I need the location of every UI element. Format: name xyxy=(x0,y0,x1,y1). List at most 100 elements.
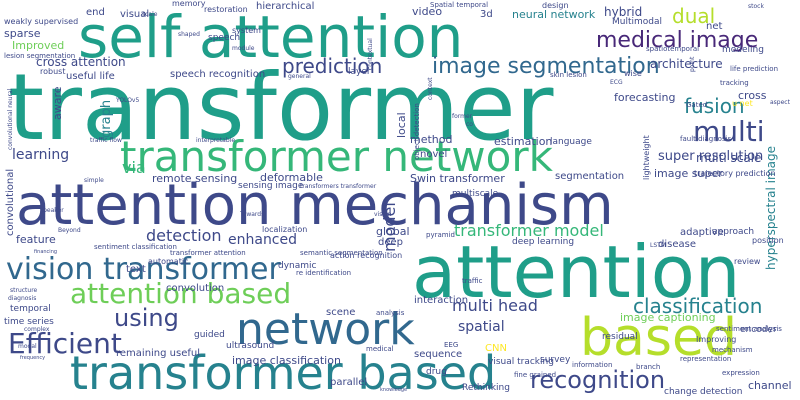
word: CNN xyxy=(485,343,507,354)
word: graph xyxy=(99,99,114,138)
word: speech xyxy=(208,33,241,43)
word: approach xyxy=(712,227,755,237)
word: convolution xyxy=(166,283,225,294)
word: ultrasound xyxy=(226,341,275,351)
word: attention xyxy=(412,230,741,314)
word: localization xyxy=(262,225,308,234)
word: recognition xyxy=(530,366,666,394)
word: neural network xyxy=(512,8,596,21)
word: image super xyxy=(654,167,723,180)
word: visual tracking xyxy=(488,357,554,367)
word: deep xyxy=(378,237,403,248)
word: temporal xyxy=(10,304,51,314)
word: transformer attention xyxy=(170,249,246,257)
word: stock xyxy=(748,3,764,10)
word: multi head xyxy=(452,296,538,315)
word: general xyxy=(288,73,311,80)
word: modal xyxy=(18,343,37,350)
word: channel xyxy=(748,379,792,392)
word: diagnosis xyxy=(8,295,37,302)
word: module xyxy=(232,45,255,52)
word: knowledge xyxy=(380,387,408,393)
word: spatiotemporal xyxy=(646,45,700,53)
word: complex xyxy=(24,326,50,333)
word: deep learning xyxy=(512,237,575,247)
word: attention based xyxy=(70,277,292,310)
word: fusion xyxy=(684,94,745,118)
word: branch xyxy=(636,363,661,371)
word: multi scale xyxy=(696,151,762,165)
word: multiscale xyxy=(452,189,499,199)
word: text xyxy=(126,264,146,275)
word: deformable xyxy=(260,171,323,184)
word: sentiment classification xyxy=(94,243,177,251)
word: semantic segmentation xyxy=(300,249,383,257)
word: vision xyxy=(374,211,392,218)
word: Towards xyxy=(240,211,265,218)
word: visual xyxy=(120,9,150,20)
word: weakly supervised xyxy=(4,17,79,26)
word: sequence xyxy=(414,349,463,360)
word: net xyxy=(706,21,723,32)
word: encoder xyxy=(740,325,777,335)
word: representation xyxy=(680,355,732,363)
word: classification xyxy=(633,294,763,318)
word: restoration xyxy=(204,5,248,14)
word: wise xyxy=(624,69,642,78)
word: layer xyxy=(348,67,371,77)
word: learning xyxy=(12,147,70,163)
word: end xyxy=(86,7,105,18)
word: traffic xyxy=(462,277,483,285)
word: re identification xyxy=(296,269,352,277)
word: sparse xyxy=(4,27,41,40)
word: hyperspectral image xyxy=(764,145,778,270)
word: position xyxy=(752,236,784,245)
word: LSTM xyxy=(650,242,666,249)
word: lightweight xyxy=(642,135,651,180)
word: design xyxy=(542,1,569,10)
word: parallel xyxy=(330,377,368,388)
word: dual xyxy=(672,4,716,28)
word: scale xyxy=(142,11,158,18)
word: Swin transformer xyxy=(410,172,505,185)
word: lesion segmentation xyxy=(4,52,76,60)
word: former xyxy=(452,113,473,120)
word: Beyond xyxy=(58,227,81,234)
word: review xyxy=(734,257,761,266)
word: medical image xyxy=(596,28,759,53)
word: change detection xyxy=(664,387,743,397)
word: 3d xyxy=(480,9,493,20)
word: adaptive xyxy=(680,227,724,238)
word: EEG xyxy=(444,341,459,349)
word: Efficient xyxy=(8,327,122,360)
word: convolutional xyxy=(5,168,16,236)
word: remote sensing xyxy=(152,172,238,185)
word: object detection xyxy=(413,103,421,160)
word: disease xyxy=(658,239,696,250)
word: transformer xyxy=(8,54,554,161)
word: pyramid xyxy=(426,231,455,239)
word: simple xyxy=(84,177,104,184)
word: estimation xyxy=(494,135,553,148)
word: language xyxy=(550,137,592,147)
word: fault diagnosis xyxy=(680,135,732,143)
word: action recognition xyxy=(330,251,403,260)
word: context xyxy=(427,77,434,100)
word: architecture xyxy=(650,57,723,71)
word: useful life xyxy=(66,71,115,82)
word: robust xyxy=(40,67,66,76)
word: multi xyxy=(693,115,765,148)
word: Improved xyxy=(12,39,65,52)
word: YOLOv5 xyxy=(116,97,140,104)
word: segmentation xyxy=(555,171,625,182)
word: modeling xyxy=(722,45,764,55)
word: global xyxy=(376,225,410,238)
word: sentiment analysis xyxy=(716,325,782,333)
word: cross attention xyxy=(36,55,126,69)
word: transformers transformer xyxy=(300,183,377,190)
word: Gated xyxy=(686,101,708,109)
word: skin lesion xyxy=(550,71,587,79)
word: convolutional neural xyxy=(7,88,14,150)
word: co xyxy=(466,121,473,128)
